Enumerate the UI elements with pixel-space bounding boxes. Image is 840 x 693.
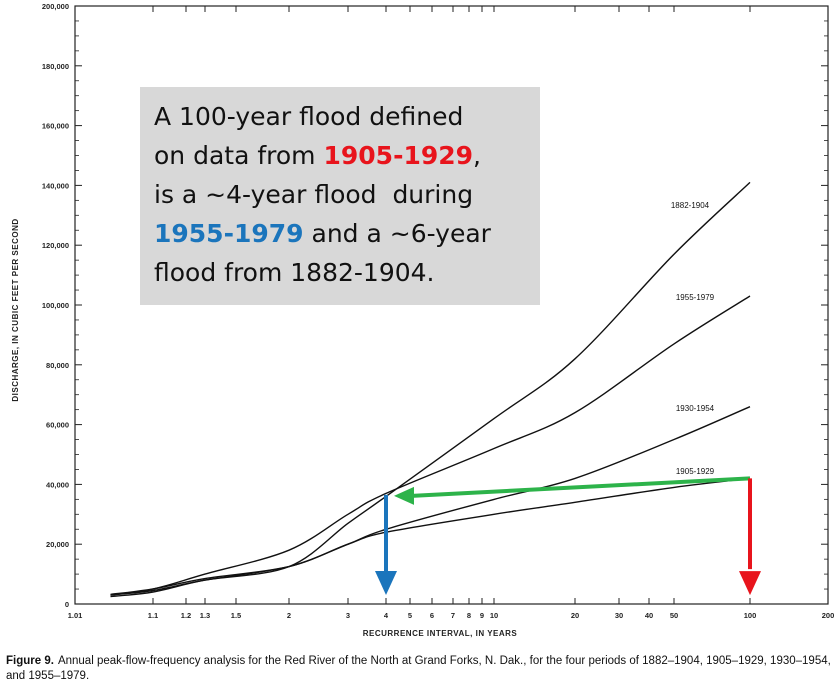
y-tick-label: 40,000 xyxy=(46,480,69,489)
figure-caption: Figure 9. Annual peak-flow-frequency anal… xyxy=(6,654,836,684)
x-tick-label: 1.01 xyxy=(68,611,83,620)
y-tick-label: 120,000 xyxy=(42,241,69,250)
note-line-2-pre: on data from xyxy=(154,141,324,170)
x-axis-title: RECURRENCE INTERVAL, IN YEARS xyxy=(363,629,518,638)
x-tick-label: 5 xyxy=(408,611,412,620)
y-tick-label: 140,000 xyxy=(42,181,69,190)
x-axis: 1.01 1.1 1.2 1.3 1.5 2 3 4 5 6 7 8 9 10 20 30 40 50 100 200 xyxy=(68,6,835,620)
x-tick-label: 10 xyxy=(490,611,498,620)
note-period-1905-1929: 1905-1929 xyxy=(323,141,474,170)
red-arrow-head xyxy=(739,571,761,596)
x-tick-label: 1.5 xyxy=(231,611,241,620)
x-tick-label: 8 xyxy=(467,611,471,620)
note-line-5: flood from 1882-1904. xyxy=(154,258,435,287)
note-period-1955-1979: 1955-1979 xyxy=(154,219,304,248)
x-tick-label: 50 xyxy=(670,611,678,620)
series-line-1905-1929 xyxy=(110,477,751,596)
note-line-4: 1955-1979 and a ~6-year xyxy=(154,214,526,253)
green-arrow-head xyxy=(394,486,414,505)
x-tick-label: 20 xyxy=(571,611,579,620)
series-label-1882-1904: 1882-1904 xyxy=(671,201,710,210)
note-line-3: is a ~4-year flood during xyxy=(154,180,474,209)
series-label-1955-1979: 1955-1979 xyxy=(676,293,715,302)
series-label-1930-1954: 1930-1954 xyxy=(676,404,715,413)
note-line-4-post: and a ~6-year xyxy=(303,219,491,248)
green-arrow-shaft xyxy=(411,476,751,498)
x-tick-label: 3 xyxy=(346,611,350,620)
caption-text: Annual peak-flow-frequency analysis for … xyxy=(6,655,831,682)
x-tick-label: 1.3 xyxy=(200,611,210,620)
x-tick-label: 4 xyxy=(384,611,389,620)
y-tick-label: 20,000 xyxy=(46,540,69,549)
series-line-1930-1954 xyxy=(110,406,751,596)
x-tick-label: 6 xyxy=(430,611,434,620)
y-axis: 0 20,000 40,000 60,000 80,000 100,000 120,000 1… xyxy=(42,2,828,609)
y-tick-label: 180,000 xyxy=(42,62,69,71)
x-tick-label: 1.1 xyxy=(148,611,158,620)
y-tick-label: 160,000 xyxy=(42,122,69,131)
y-tick-label: 80,000 xyxy=(46,361,69,370)
note-line-1: A 100-year flood defined xyxy=(154,102,464,131)
series-labels: 1882-1904 1955-1979 1930-1954 1905-1929 xyxy=(671,201,715,476)
annotation-note: A 100-year flood defined on data from 19… xyxy=(140,87,540,305)
annotation-arrows xyxy=(375,476,761,596)
x-tick-label: 200 xyxy=(822,611,835,620)
x-tick-label: 7 xyxy=(451,611,455,620)
x-tick-label: 100 xyxy=(744,611,757,620)
y-axis-title: DISCHARGE, IN CUBIC FEET PER SECOND xyxy=(11,218,20,401)
y-tick-label: 200,000 xyxy=(42,2,69,11)
note-line-2-post: , xyxy=(473,141,481,170)
y-tick-label: 0 xyxy=(65,600,69,609)
note-line-2: on data from 1905-1929, xyxy=(154,136,526,175)
y-tick-label: 60,000 xyxy=(46,421,69,430)
figure-label: Figure 9. xyxy=(6,655,54,667)
blue-arrow-head xyxy=(375,571,397,596)
x-tick-label: 40 xyxy=(645,611,653,620)
series-line-1955-1979 xyxy=(110,295,751,596)
x-tick-label: 1.2 xyxy=(181,611,191,620)
x-tick-label: 30 xyxy=(615,611,623,620)
x-tick-label: 9 xyxy=(480,611,484,620)
series-label-1905-1929: 1905-1929 xyxy=(676,467,715,476)
x-tick-label: 2 xyxy=(287,611,291,620)
y-tick-label: 100,000 xyxy=(42,301,69,310)
